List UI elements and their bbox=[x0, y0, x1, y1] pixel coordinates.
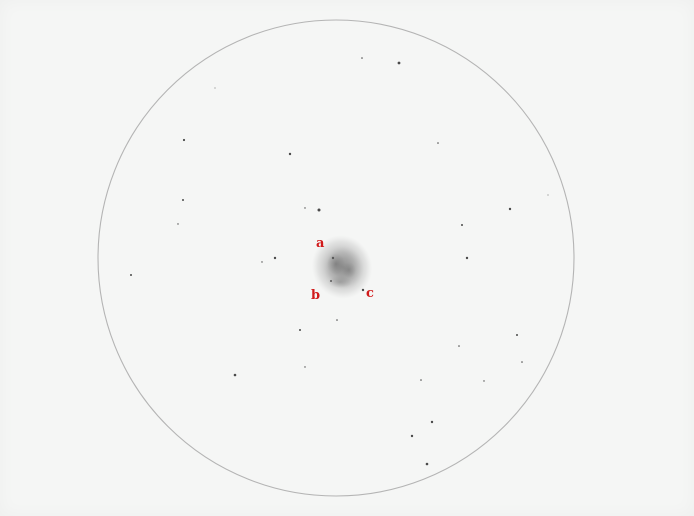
star bbox=[458, 345, 460, 347]
star bbox=[182, 138, 186, 142]
star bbox=[430, 420, 434, 424]
star bbox=[182, 199, 184, 201]
star bbox=[261, 261, 263, 263]
star-field bbox=[130, 57, 549, 466]
star bbox=[233, 373, 237, 377]
star bbox=[214, 87, 216, 89]
star bbox=[437, 142, 439, 144]
star bbox=[410, 434, 414, 438]
feature-labels: a b c bbox=[311, 236, 374, 303]
star bbox=[273, 256, 277, 260]
label-a: a bbox=[316, 236, 325, 251]
star bbox=[397, 61, 401, 65]
star bbox=[130, 274, 132, 276]
label-b: b bbox=[311, 288, 320, 303]
star bbox=[361, 57, 363, 59]
star bbox=[521, 361, 523, 363]
star bbox=[304, 366, 306, 368]
star bbox=[336, 319, 338, 321]
star bbox=[516, 334, 518, 336]
star bbox=[361, 288, 365, 292]
star bbox=[288, 152, 292, 156]
star bbox=[508, 207, 512, 211]
star bbox=[483, 380, 485, 382]
star bbox=[177, 223, 179, 225]
star bbox=[547, 194, 549, 196]
star bbox=[461, 224, 463, 226]
star bbox=[420, 379, 422, 381]
star bbox=[425, 462, 429, 466]
star bbox=[304, 207, 306, 209]
star bbox=[317, 208, 321, 212]
star bbox=[299, 329, 301, 331]
label-c: c bbox=[366, 286, 374, 301]
nebula bbox=[311, 235, 373, 299]
star bbox=[465, 256, 469, 260]
field-of-view-circle bbox=[97, 19, 575, 497]
